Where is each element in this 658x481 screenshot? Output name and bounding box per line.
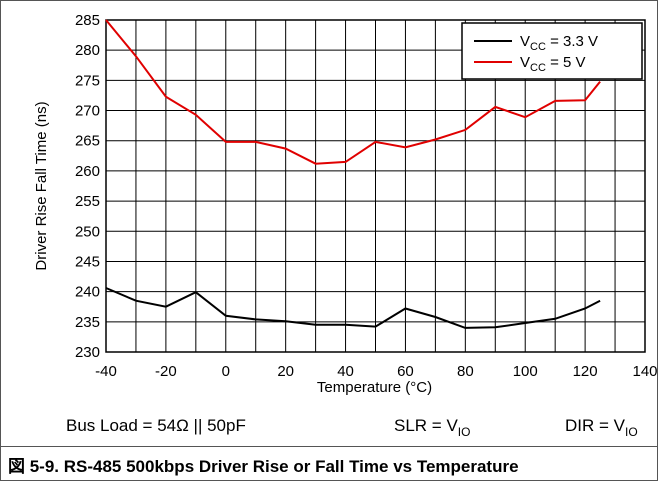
y-tick-label: 270 bbox=[75, 103, 100, 120]
y-tick-label: 230 bbox=[75, 344, 100, 361]
caption-divider bbox=[0, 446, 658, 447]
x-tick-label: 80 bbox=[457, 363, 474, 380]
x-tick-label: -40 bbox=[95, 363, 117, 380]
y-tick-label: 245 bbox=[75, 253, 100, 270]
x-tick-label: 20 bbox=[277, 363, 294, 380]
legend-label: VCC = 5 V bbox=[520, 54, 586, 74]
x-tick-label: 0 bbox=[222, 363, 230, 380]
y-tick-label: 240 bbox=[75, 284, 100, 301]
condition-note: Bus Load = 54Ω || 50pF bbox=[66, 416, 246, 435]
legend-label: VCC = 3.3 V bbox=[520, 33, 598, 53]
condition-note: DIR = VIO bbox=[565, 416, 638, 439]
y-tick-label: 285 bbox=[75, 12, 100, 29]
x-axis-title: Temperature (°C) bbox=[317, 379, 432, 396]
y-tick-label: 235 bbox=[75, 314, 100, 331]
y-tick-label: 280 bbox=[75, 42, 100, 59]
condition-notes: Bus Load = 54Ω || 50pF SLR = VIO DIR = VIO bbox=[66, 416, 638, 439]
series-line bbox=[105, 287, 601, 329]
x-tick-label: 100 bbox=[513, 363, 538, 380]
condition-note: SLR = VIO bbox=[394, 416, 470, 439]
x-tick-label: 120 bbox=[573, 363, 598, 380]
plot-area-border bbox=[105, 19, 646, 353]
x-tick-label: 140 bbox=[632, 363, 657, 380]
y-tick-label: 265 bbox=[75, 133, 100, 150]
x-tick-label: 60 bbox=[397, 363, 414, 380]
x-tick-label: -20 bbox=[155, 363, 177, 380]
y-tick-label: 275 bbox=[75, 72, 100, 89]
y-axis-title: Driver Rise Fall Time (ns) bbox=[33, 101, 50, 270]
y-tick-label: 255 bbox=[75, 193, 100, 210]
series-line bbox=[105, 19, 601, 165]
figure-caption: 図 5-9. RS-485 500kbps Driver Rise or Fal… bbox=[8, 457, 519, 476]
data-series bbox=[105, 19, 601, 329]
x-tick-label: 40 bbox=[337, 363, 354, 380]
y-tick-label: 260 bbox=[75, 163, 100, 180]
y-tick-label: 250 bbox=[75, 223, 100, 240]
tick-labels: -40 -20 0 20 40 60 80 100 120 140 230 235 240 245 250 2… bbox=[75, 12, 658, 380]
legend-box bbox=[461, 22, 643, 80]
